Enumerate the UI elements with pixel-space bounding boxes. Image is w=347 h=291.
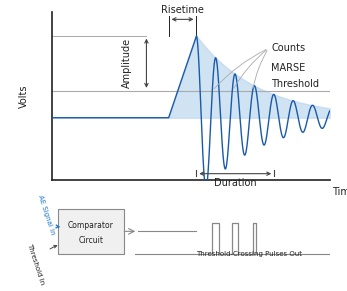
Text: Volts: Volts (19, 84, 29, 108)
Text: Risetime: Risetime (161, 6, 204, 15)
Text: Threshold In: Threshold In (26, 243, 57, 286)
Text: Amplitude: Amplitude (122, 38, 132, 88)
FancyBboxPatch shape (58, 209, 124, 254)
Text: Comparator: Comparator (68, 221, 114, 230)
Text: MARSE: MARSE (271, 63, 306, 72)
Text: Threshold-Crossing Pulses Out: Threshold-Crossing Pulses Out (196, 251, 302, 257)
Text: AE Signal In: AE Signal In (37, 194, 59, 235)
Text: Circuit: Circuit (78, 236, 103, 244)
Text: Duration: Duration (214, 178, 256, 187)
Text: Time: Time (332, 187, 347, 197)
Text: Threshold: Threshold (271, 79, 319, 89)
Text: Counts: Counts (271, 43, 305, 53)
